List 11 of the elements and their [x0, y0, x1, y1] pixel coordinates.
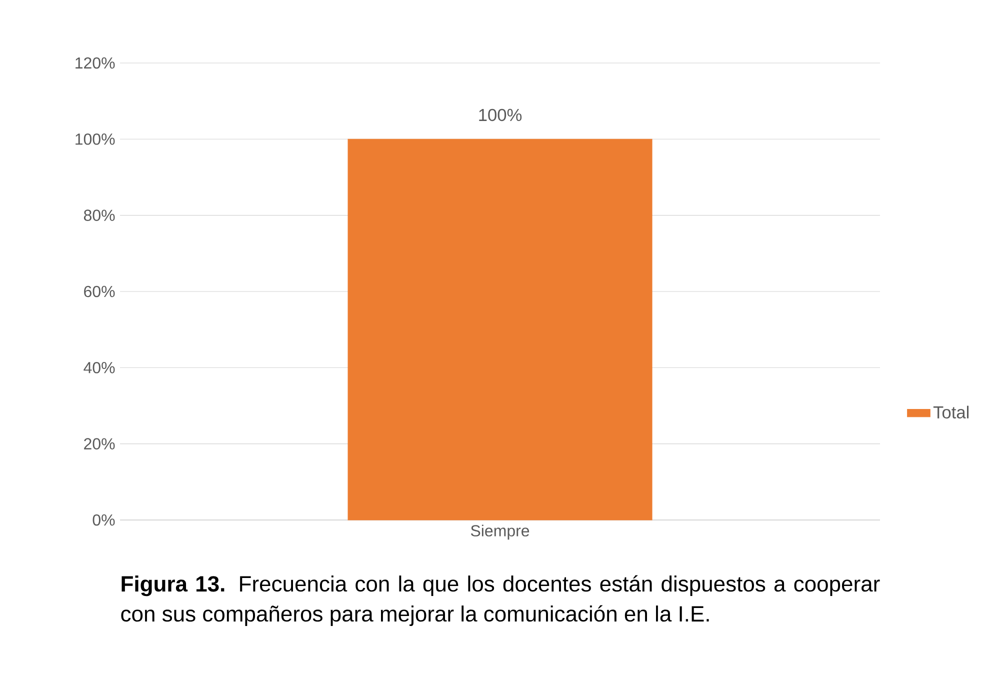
data-label: 100%	[479, 108, 522, 122]
y-tick-label: 0%	[92, 514, 115, 526]
y-tick-label: 120%	[76, 57, 115, 69]
y-tick-label: 40%	[84, 362, 115, 374]
x-tick-label: Siempre	[470, 524, 530, 540]
text: Figura 13. Frecuencia con la que los docentes están dispuestos a cooperar con sus compañeros para mejorar la comunicación en la I.E.	[121, 575, 880, 626]
y-tick-label: 100%	[76, 133, 115, 145]
legend-label: Total	[933, 406, 969, 418]
y-tick-label: 80%	[84, 210, 115, 221]
y-tick-label: 60%	[84, 286, 115, 298]
y-tick-label: 20%	[84, 438, 115, 450]
